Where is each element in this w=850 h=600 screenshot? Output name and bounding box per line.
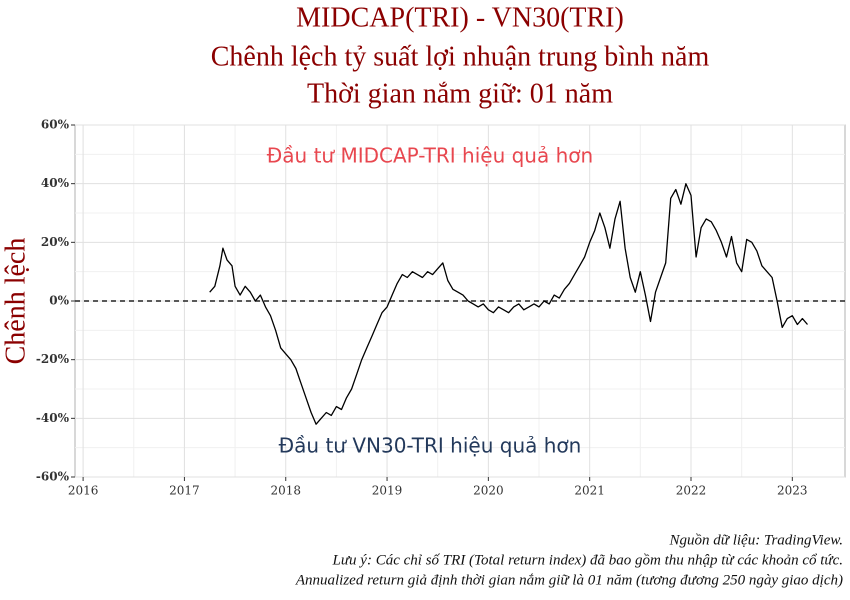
x-tick-label: 2019 xyxy=(372,484,403,498)
y-tick-label: 60% xyxy=(41,118,70,132)
x-tick-label: 2022 xyxy=(676,484,707,498)
note: Nguồn dữ liệu: TradingView. xyxy=(669,532,843,548)
annotation: Đầu tư VN30-TRI hiệu quả hơn xyxy=(279,434,582,458)
y-tick-label: 40% xyxy=(41,176,70,190)
note: Lưu ý: Các chỉ số TRI (Total return inde… xyxy=(332,552,843,568)
x-tick-label: 2023 xyxy=(777,484,808,498)
x-tick-label: 2016 xyxy=(68,484,99,498)
x-tick-label: 2017 xyxy=(169,484,200,498)
y-tick-label: 20% xyxy=(41,235,70,249)
y-tick-label: 0% xyxy=(49,294,69,308)
y-tick-label: -40% xyxy=(36,411,70,425)
x-tick-label: 2020 xyxy=(473,484,504,498)
y-axis-label: Chênh lệch xyxy=(0,238,31,365)
data-line xyxy=(209,183,808,425)
y-tick-label: -60% xyxy=(36,470,70,484)
note: Annualized return giả định thời gian nắm… xyxy=(295,572,843,588)
x-tick-label: 2021 xyxy=(574,484,605,498)
y-tick-label: -20% xyxy=(36,352,70,366)
annotation: Đầu tư MIDCAP-TRI hiệu quả hơn xyxy=(267,144,593,168)
chart-title: Thời gian nắm giữ: 01 năm xyxy=(307,78,613,109)
chart-title: Chênh lệch tỷ suất lợi nhuận trung bình … xyxy=(211,41,710,72)
chart-title: MIDCAP(TRI) - VN30(TRI) xyxy=(296,2,624,33)
x-tick-label: 2018 xyxy=(270,484,301,498)
